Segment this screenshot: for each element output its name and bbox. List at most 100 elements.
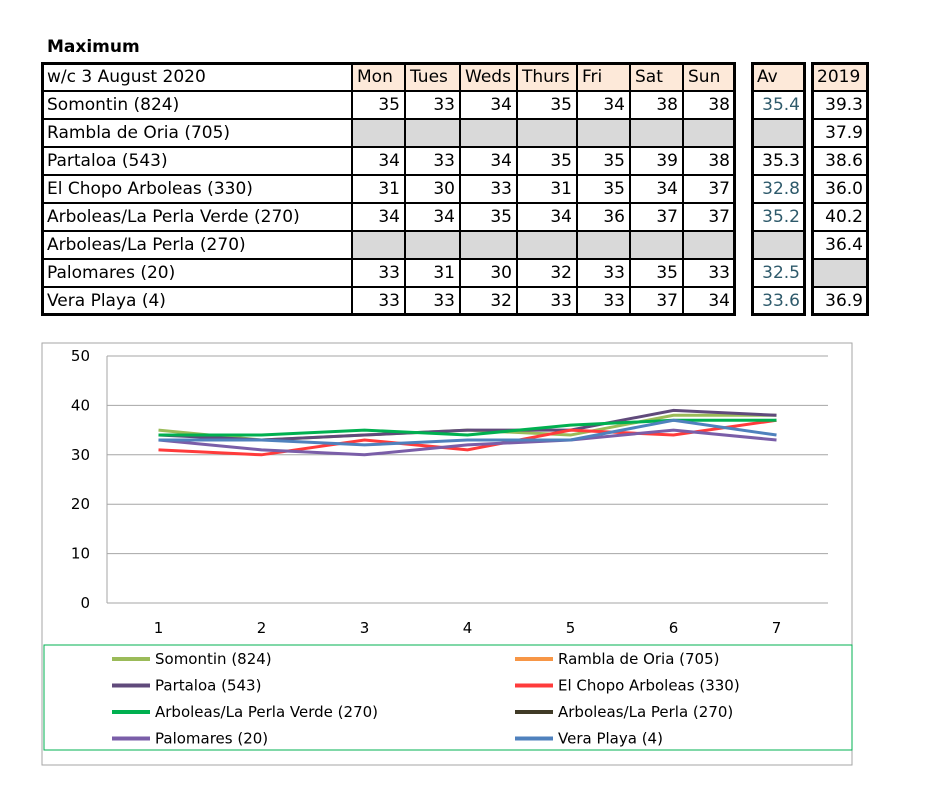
table-cell: Palomares (20) bbox=[42, 259, 352, 287]
x-tick-label: 7 bbox=[772, 619, 782, 637]
table-cell: Rambla de Oria (705) bbox=[42, 119, 352, 147]
table-cell: 36.9 bbox=[812, 287, 868, 315]
table-cell bbox=[630, 231, 683, 259]
table-cell bbox=[577, 119, 630, 147]
table-cell bbox=[460, 119, 517, 147]
table-cell: 30 bbox=[405, 175, 460, 203]
table-cell: 32 bbox=[460, 287, 517, 315]
table-cell: 34 bbox=[630, 175, 683, 203]
table-cell: 38 bbox=[683, 147, 735, 175]
legend-label: Partaloa (543) bbox=[155, 677, 261, 695]
y-tick-label: 20 bbox=[71, 495, 90, 513]
table-cell: Mon bbox=[352, 63, 405, 91]
table-cell: 33 bbox=[405, 147, 460, 175]
table-cell: 34 bbox=[352, 147, 405, 175]
table-cell: 35 bbox=[460, 203, 517, 231]
table-cell: 30 bbox=[460, 259, 517, 287]
table-cell: 35 bbox=[352, 91, 405, 119]
legend-label: El Chopo Arboleas (330) bbox=[558, 677, 740, 695]
table-cell: 39.3 bbox=[812, 91, 868, 119]
y-tick-label: 30 bbox=[71, 446, 90, 464]
table-cell: Sat bbox=[630, 63, 683, 91]
table-cell: Fri bbox=[577, 63, 630, 91]
table-cell: 31 bbox=[405, 259, 460, 287]
table-cell: 36.0 bbox=[812, 175, 868, 203]
table-cell: 32.8 bbox=[752, 175, 805, 203]
table-cell: 37 bbox=[683, 175, 735, 203]
table-cell: Thurs bbox=[517, 63, 577, 91]
table-cell: Arboleas/La Perla Verde (270) bbox=[42, 203, 352, 231]
table-cell: 37 bbox=[683, 203, 735, 231]
table-cell: 33.6 bbox=[752, 287, 805, 315]
table-cell bbox=[683, 231, 735, 259]
table-cell: 38 bbox=[630, 91, 683, 119]
table-cell: 33 bbox=[460, 175, 517, 203]
table-cell: 35.3 bbox=[752, 147, 805, 175]
table-cell: 34 bbox=[577, 91, 630, 119]
legend-label: Arboleas/La Perla (270) bbox=[558, 703, 733, 721]
y-tick-label: 0 bbox=[80, 594, 90, 612]
table-cell: 33 bbox=[517, 287, 577, 315]
table-cell: 33 bbox=[577, 287, 630, 315]
table-cell: 33 bbox=[405, 287, 460, 315]
x-tick-label: 3 bbox=[360, 619, 370, 637]
series-line bbox=[158, 408, 777, 442]
series-line bbox=[158, 418, 777, 437]
table-cell: 35 bbox=[517, 147, 577, 175]
table-cell: w/c 3 August 2020 bbox=[42, 63, 352, 91]
table-cell: Partaloa (543) bbox=[42, 147, 352, 175]
table-cell: 31 bbox=[352, 175, 405, 203]
title: Maximum bbox=[47, 37, 140, 57]
x-tick-label: 5 bbox=[566, 619, 576, 637]
table-cell: 31 bbox=[517, 175, 577, 203]
series-line bbox=[158, 418, 777, 457]
table-cell: 35 bbox=[517, 91, 577, 119]
table-cell: Tues bbox=[405, 63, 460, 91]
series-line bbox=[158, 413, 777, 442]
table-cell: 33 bbox=[683, 259, 735, 287]
legend-label: Somontin (824) bbox=[155, 650, 272, 668]
table-cell bbox=[352, 119, 405, 147]
table-cell: 35 bbox=[577, 175, 630, 203]
y-tick-label: 40 bbox=[71, 396, 90, 414]
series-line bbox=[158, 428, 777, 457]
table-cell: Weds bbox=[460, 63, 517, 91]
legend-label: Vera Playa (4) bbox=[558, 730, 663, 748]
table-cell: Vera Playa (4) bbox=[42, 287, 352, 315]
table-cell bbox=[405, 119, 460, 147]
table-cell: 34 bbox=[460, 147, 517, 175]
x-tick-label: 4 bbox=[463, 619, 473, 637]
table-cell bbox=[517, 119, 577, 147]
table-cell: Somontin (824) bbox=[42, 91, 352, 119]
x-tick-label: 1 bbox=[154, 619, 164, 637]
table-cell: 36.4 bbox=[812, 231, 868, 259]
table-cell: 33 bbox=[577, 259, 630, 287]
x-tick-label: 6 bbox=[669, 619, 679, 637]
table-cell bbox=[683, 119, 735, 147]
table-cell bbox=[460, 231, 517, 259]
table-cell: 34 bbox=[460, 91, 517, 119]
table-cell: 32 bbox=[517, 259, 577, 287]
table-cell bbox=[752, 119, 805, 147]
table-cell: 32.5 bbox=[752, 259, 805, 287]
table-cell: El Chopo Arboleas (330) bbox=[42, 175, 352, 203]
table-cell: 33 bbox=[352, 287, 405, 315]
x-tick-label: 2 bbox=[257, 619, 267, 637]
legend-label: Rambla de Oria (705) bbox=[558, 650, 720, 668]
table-cell: Av bbox=[752, 63, 805, 91]
legend-box bbox=[43, 644, 853, 751]
table-cell: 34 bbox=[683, 287, 735, 315]
table-cell: 37.9 bbox=[812, 119, 868, 147]
table-cell bbox=[405, 231, 460, 259]
table-cell bbox=[352, 231, 405, 259]
table-cell: 37 bbox=[630, 203, 683, 231]
table-cell: 34 bbox=[405, 203, 460, 231]
table-cell: 35 bbox=[577, 147, 630, 175]
table-cell: 33 bbox=[405, 91, 460, 119]
table-cell: 34 bbox=[517, 203, 577, 231]
table-cell: 38.6 bbox=[812, 147, 868, 175]
table-cell: 35.2 bbox=[752, 203, 805, 231]
table-cell: 34 bbox=[352, 203, 405, 231]
table-cell bbox=[577, 231, 630, 259]
table-cell: 35.4 bbox=[752, 91, 805, 119]
